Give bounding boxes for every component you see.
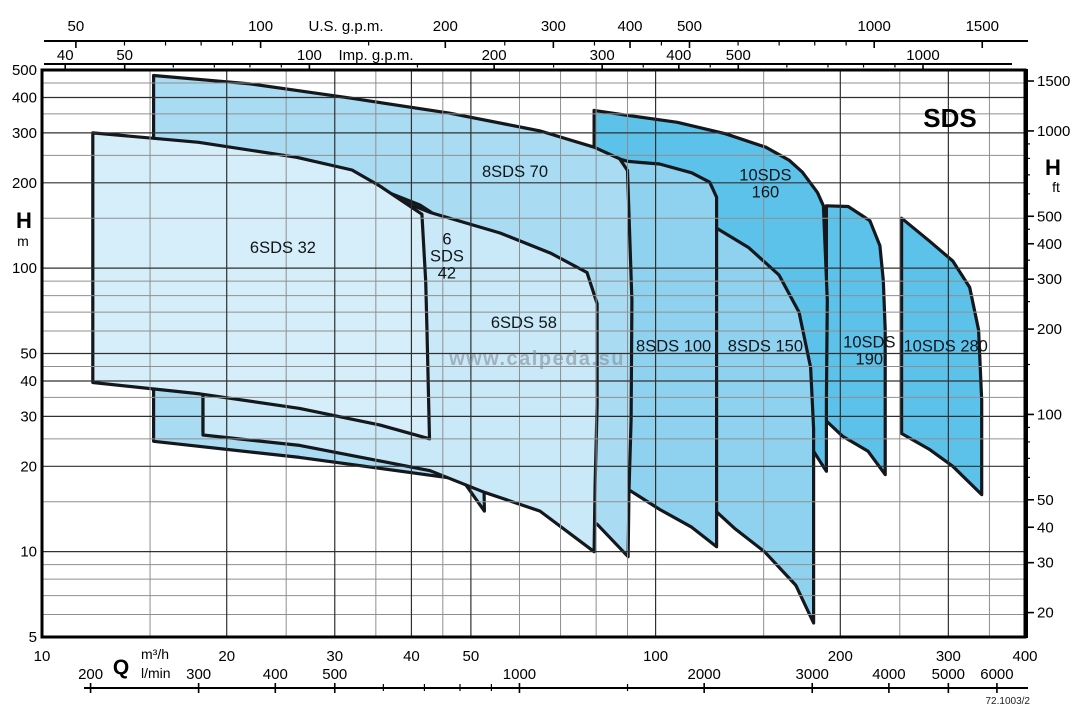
region-label-6SDS-58: 6SDS 58 <box>491 314 557 332</box>
svg-text:30: 30 <box>1037 555 1054 572</box>
svg-text:5000: 5000 <box>932 666 965 683</box>
region-outline-8SDS-70 <box>152 73 634 559</box>
svg-text:400: 400 <box>1013 648 1038 665</box>
region-label-6-SDS-42: 6 <box>442 230 451 248</box>
svg-text:200: 200 <box>433 18 458 35</box>
region-label-10SDS-190: 190 <box>856 351 884 369</box>
svg-text:200: 200 <box>12 175 37 192</box>
region-outline-8SDS-150 <box>714 226 816 625</box>
svg-text:1000: 1000 <box>1037 123 1070 140</box>
svg-text:100: 100 <box>1037 406 1062 423</box>
right-axis-unit: ft <box>1052 179 1060 195</box>
region-label-10SDS-280: 10SDS 280 <box>903 337 987 355</box>
svg-text:20: 20 <box>1037 605 1054 622</box>
svg-text:200: 200 <box>828 648 853 665</box>
svg-text:300: 300 <box>12 125 37 142</box>
svg-text:200: 200 <box>482 47 507 64</box>
bottom-axis-unit-m3h: m³/h <box>141 646 169 662</box>
svg-text:40: 40 <box>1037 519 1054 536</box>
svg-text:4000: 4000 <box>872 666 905 683</box>
svg-text:500: 500 <box>726 47 751 64</box>
region-label-6-SDS-42: 42 <box>438 264 456 282</box>
svg-text:400: 400 <box>1037 236 1062 253</box>
svg-text:1500: 1500 <box>966 18 999 35</box>
bottom-axis-unit-lmin: l/min <box>141 665 171 681</box>
region-fill-6SDS-32 <box>92 132 430 439</box>
svg-text:50: 50 <box>116 47 133 64</box>
svg-text:50: 50 <box>1037 492 1054 509</box>
svg-text:300: 300 <box>590 47 615 64</box>
svg-text:100: 100 <box>297 47 322 64</box>
gridlines <box>42 70 1025 637</box>
svg-text:500: 500 <box>322 666 347 683</box>
svg-text:200: 200 <box>1037 321 1062 338</box>
svg-text:5: 5 <box>29 629 37 646</box>
svg-text:400: 400 <box>12 89 37 106</box>
svg-text:2000: 2000 <box>687 666 720 683</box>
region-label-6-SDS-42: SDS <box>430 247 464 265</box>
region-outline-6SDS-32 <box>91 131 432 441</box>
us-gpm-axis-title: U.S. g.p.m. <box>308 18 383 35</box>
svg-text:10: 10 <box>34 648 51 665</box>
svg-text:400: 400 <box>263 666 288 683</box>
region-label-10SDS-190: 10SDS <box>843 334 895 352</box>
svg-text:20: 20 <box>20 458 37 475</box>
region-label-10SDS-160: 160 <box>752 184 780 202</box>
svg-text:400: 400 <box>618 18 643 35</box>
svg-text:100: 100 <box>12 260 37 277</box>
svg-text:1500: 1500 <box>1037 73 1070 90</box>
svg-text:300: 300 <box>541 18 566 35</box>
imp-gpm-axis-title: Imp. g.p.m. <box>338 47 413 64</box>
svg-text:40: 40 <box>20 373 37 390</box>
region-label-8SDS-70: 8SDS 70 <box>482 163 548 181</box>
svg-text:20: 20 <box>218 648 235 665</box>
svg-text:50: 50 <box>20 346 37 363</box>
svg-text:6000: 6000 <box>980 666 1013 683</box>
left-axis-title: H <box>16 208 32 233</box>
svg-text:1000: 1000 <box>503 666 536 683</box>
svg-text:1000: 1000 <box>858 18 891 35</box>
region-fill-8SDS-150 <box>715 227 814 623</box>
region-label-8SDS-100: 8SDS 100 <box>636 337 711 355</box>
bottom-axis-title: Q <box>113 656 129 679</box>
svg-text:400: 400 <box>666 47 691 64</box>
svg-text:30: 30 <box>20 408 37 425</box>
svg-text:500: 500 <box>12 62 37 79</box>
svg-text:50: 50 <box>463 648 480 665</box>
svg-text:100: 100 <box>248 18 273 35</box>
region-fill-10SDS-280 <box>901 218 982 495</box>
watermark: www.calpeda.su <box>448 348 625 370</box>
svg-text:10: 10 <box>20 544 37 561</box>
svg-text:40: 40 <box>403 648 420 665</box>
pump-coverage-regions <box>91 73 984 625</box>
region-label-10SDS-160: 10SDS <box>739 167 791 185</box>
region-fill-10SDS-190 <box>826 205 886 475</box>
left-axis-unit: m <box>17 233 29 249</box>
chart-title: SDS <box>923 103 976 133</box>
drawing-code: 72.1003/2 <box>986 696 1031 707</box>
svg-text:500: 500 <box>1037 208 1062 225</box>
svg-text:300: 300 <box>1037 271 1062 288</box>
region-label-8SDS-150: 8SDS 150 <box>728 337 803 355</box>
svg-text:200: 200 <box>78 666 103 683</box>
svg-text:50: 50 <box>68 18 85 35</box>
svg-text:1000: 1000 <box>906 47 939 64</box>
svg-text:40: 40 <box>57 47 74 64</box>
right-axis-title: H <box>1045 155 1061 180</box>
svg-text:3000: 3000 <box>796 666 829 683</box>
svg-text:300: 300 <box>186 666 211 683</box>
svg-text:300: 300 <box>936 648 961 665</box>
svg-text:500: 500 <box>677 18 702 35</box>
region-outline-6SDS-58 <box>201 165 599 554</box>
svg-text:30: 30 <box>326 648 343 665</box>
svg-text:100: 100 <box>643 648 668 665</box>
region-label-6SDS-32: 6SDS 32 <box>250 239 316 257</box>
